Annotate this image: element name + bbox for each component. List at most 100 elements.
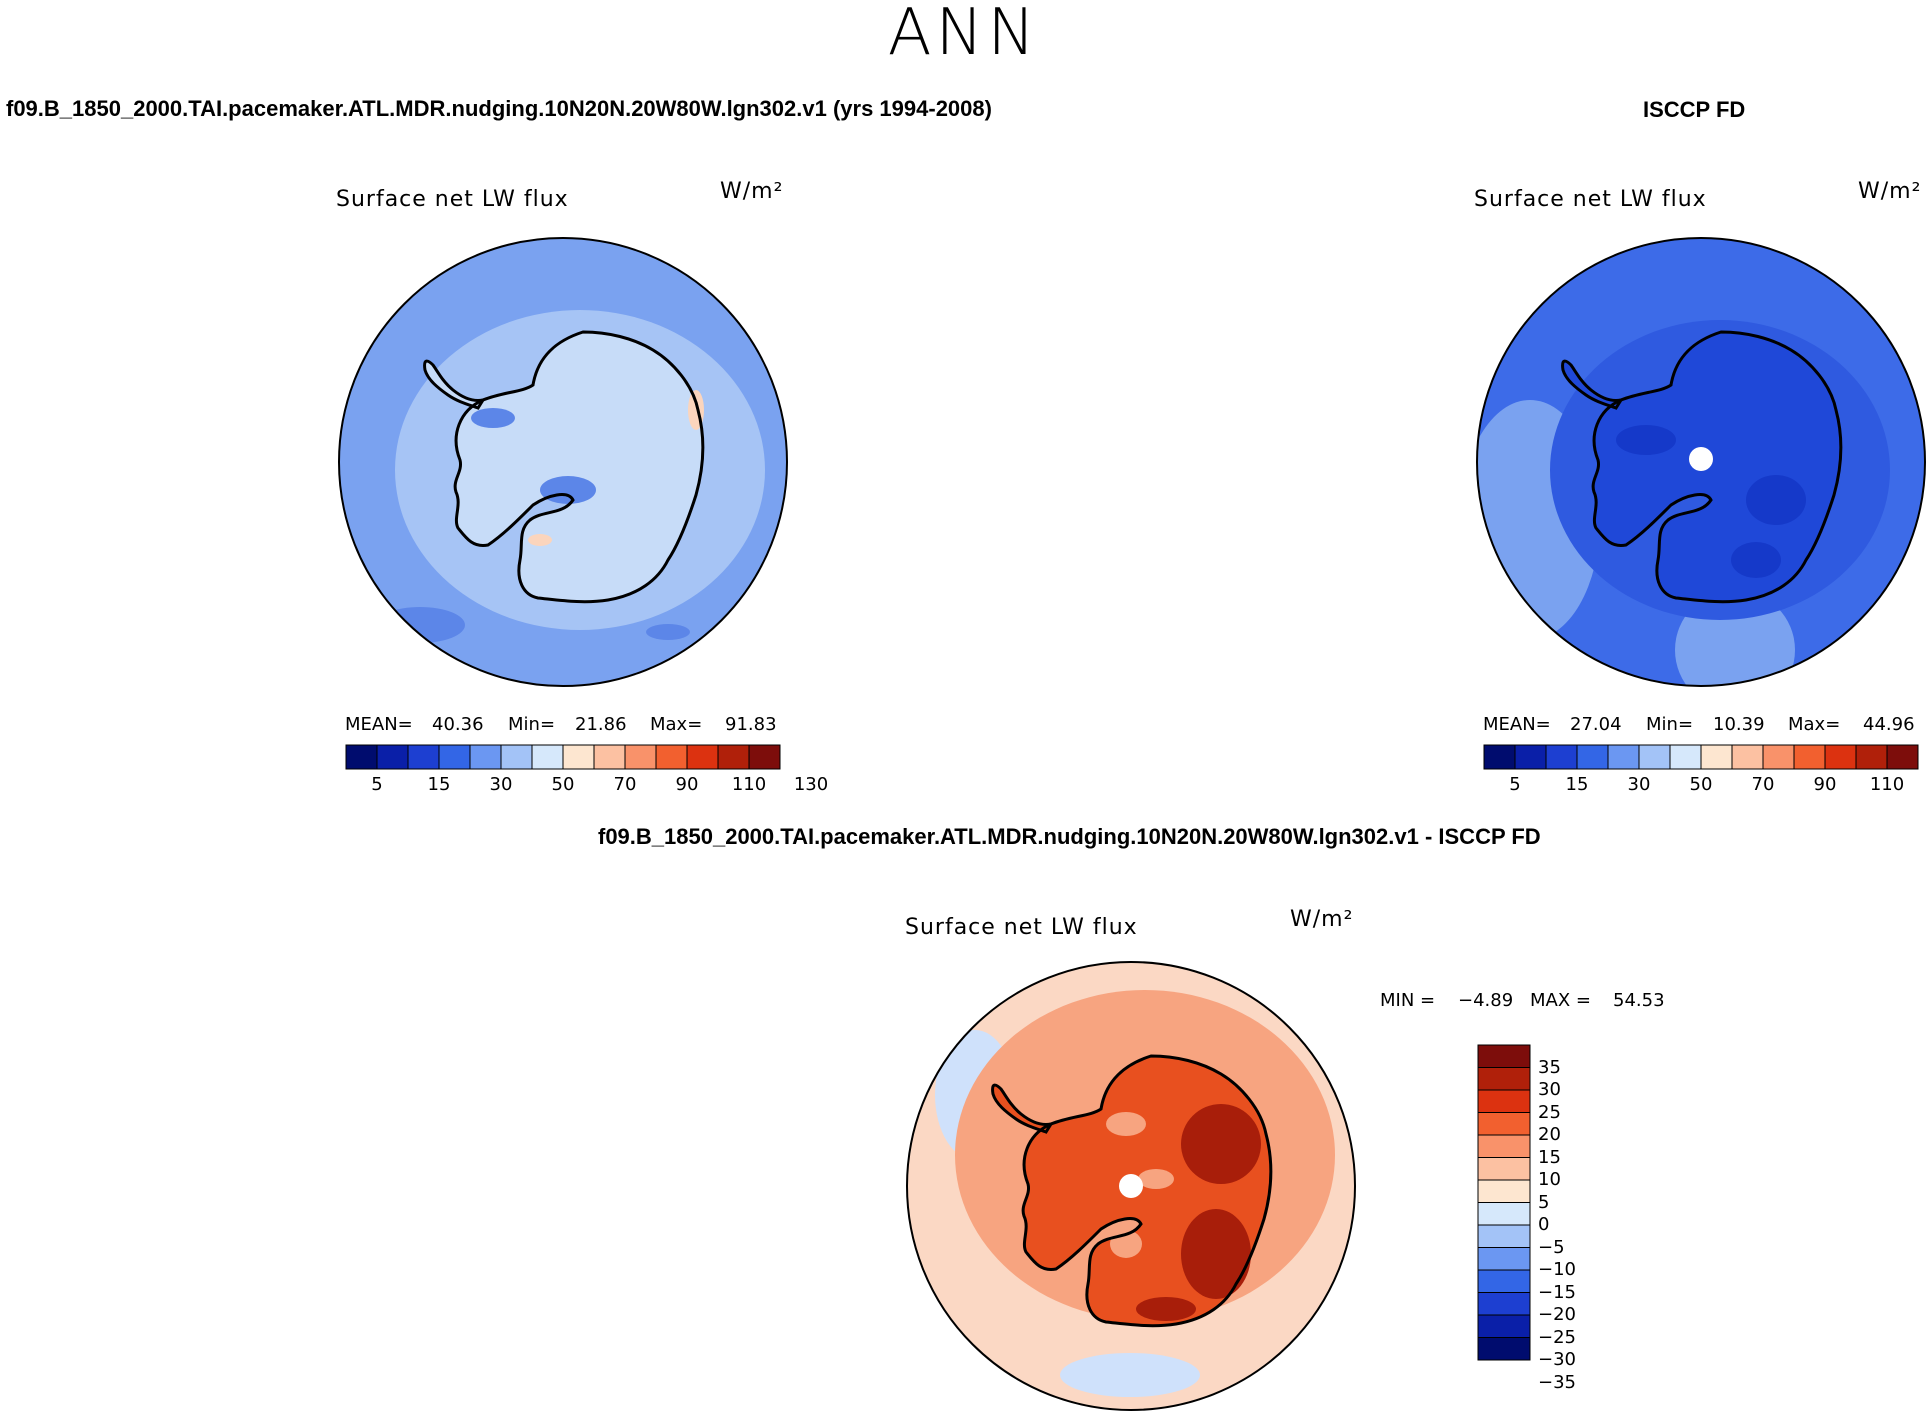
model-colorbar-box <box>500 744 533 770</box>
model-colorbar-box <box>748 744 781 770</box>
model-colorbar-box <box>624 744 657 770</box>
diff-map-pole-hole <box>1119 1174 1143 1198</box>
obs-colorbar-label: 70 <box>1751 774 1775 795</box>
model-colorbar-label: 15 <box>427 774 451 795</box>
diff-colorbar-label: 15 <box>1538 1146 1561 1168</box>
obs-map-pole-hole <box>1689 447 1713 471</box>
diff-colorbar-box <box>1477 1224 1531 1248</box>
obs-colorbar-box <box>1483 744 1516 770</box>
obs-mean-label: MEAN= <box>1483 714 1551 735</box>
obs-colorbar-label: 90 <box>1813 774 1837 795</box>
diff-map-light-patch <box>1106 1112 1146 1136</box>
model-colorbar-box <box>593 744 626 770</box>
diff-max-value: 54.53 <box>1613 990 1665 1011</box>
diff-colorbar-label: −35 <box>1538 1371 1576 1393</box>
obs-colorbar-box <box>1607 744 1640 770</box>
diff-colorbar-label: 0 <box>1538 1214 1550 1235</box>
model-colorbar-box <box>717 744 750 770</box>
model-colorbar-box <box>345 744 378 770</box>
diff-map-strong-patch <box>1181 1104 1261 1184</box>
obs-colorbar-label: 30 <box>1627 774 1651 795</box>
diff-colorbar-box <box>1477 1292 1531 1316</box>
diff-map-light-patch <box>1138 1169 1174 1189</box>
obs-map-patch <box>1746 475 1806 525</box>
diff-colorbar-label: −30 <box>1538 1349 1576 1370</box>
diff-colorbar-label: 20 <box>1538 1124 1561 1145</box>
obs-colorbar-box <box>1824 744 1857 770</box>
diff-colorbar-label: −5 <box>1538 1236 1565 1258</box>
model-max-label: Max= <box>650 714 703 735</box>
obs-colorbar-label: 50 <box>1689 774 1713 795</box>
diff-colorbar-label: 5 <box>1538 1191 1550 1213</box>
diff-colorbar-label: −15 <box>1538 1281 1576 1303</box>
obs-colorbar-box <box>1576 744 1609 770</box>
obs-colorbar-box <box>1855 744 1888 770</box>
diff-colorbar-box <box>1477 1247 1531 1271</box>
obs-max-label: Max= <box>1788 714 1841 735</box>
obs-colorbar-box <box>1762 744 1795 770</box>
obs-colorbar-label: 5 <box>1509 774 1521 795</box>
diff-colorbar-box <box>1477 1314 1531 1338</box>
obs-min-value: 10.39 <box>1713 714 1765 735</box>
obs-plot-title: Surface net LW flux <box>1474 187 1707 212</box>
diff-plot-title: Surface net LW flux <box>905 915 1138 940</box>
obs-colorbar-label: 110 <box>1869 774 1905 795</box>
obs-mean-value: 27.04 <box>1570 714 1622 735</box>
model-case-title: f09.B_1850_2000.TAI.pacemaker.ATL.MDR.nu… <box>6 96 992 121</box>
obs-colorbar-box <box>1514 744 1547 770</box>
model-colorbar-box <box>655 744 688 770</box>
diff-map-strong-patch <box>1136 1297 1196 1321</box>
diff-colorbar-box <box>1477 1179 1531 1203</box>
page-title: ANN <box>887 0 1040 70</box>
model-colorbar-box <box>407 744 440 770</box>
diff-colorbar-label: −25 <box>1538 1326 1576 1348</box>
obs-max-value: 44.96 <box>1863 714 1915 735</box>
diff-colorbar-label: 35 <box>1538 1056 1561 1078</box>
diff-min-value: −4.89 <box>1458 990 1514 1011</box>
obs-colorbar-box <box>1731 744 1764 770</box>
model-min-value: 21.86 <box>575 714 627 735</box>
diff-colorbar-box <box>1477 1157 1531 1181</box>
model-map-patch <box>375 607 465 643</box>
model-map-patch <box>646 624 690 640</box>
obs-units: W/m² <box>1858 179 1922 204</box>
model-mean-value: 40.36 <box>432 714 484 735</box>
diff-colorbar-box <box>1477 1112 1531 1136</box>
model-mean-label: MEAN= <box>345 714 413 735</box>
model-colorbar-label: 5 <box>371 774 383 795</box>
model-colorbar-box <box>531 744 564 770</box>
model-colorbar-label: 50 <box>551 774 575 795</box>
diff-case-title: f09.B_1850_2000.TAI.pacemaker.ATL.MDR.nu… <box>598 824 1541 849</box>
obs-map <box>1476 237 1926 687</box>
model-units: W/m² <box>720 179 784 204</box>
diff-colorbar-box <box>1477 1044 1531 1068</box>
model-colorbar-label: 90 <box>675 774 699 795</box>
diff-colorbar-box <box>1477 1067 1531 1091</box>
diff-colorbar-label: 10 <box>1538 1169 1561 1190</box>
diff-map-border <box>906 961 1356 1411</box>
obs-colorbar-box <box>1700 744 1733 770</box>
model-map-patch <box>471 408 515 428</box>
diff-colorbar-box <box>1477 1269 1531 1293</box>
obs-min-label: Min= <box>1646 714 1694 735</box>
diff-max-label: MAX = <box>1530 990 1591 1011</box>
model-min-label: Min= <box>508 714 556 735</box>
diff-colorbar-label: −20 <box>1538 1304 1576 1325</box>
obs-colorbar-box <box>1638 744 1671 770</box>
model-colorbar-box <box>562 744 595 770</box>
obs-map-border <box>1476 237 1926 687</box>
obs-colorbar-box <box>1886 744 1919 770</box>
model-colorbar-label: 110 <box>731 774 767 795</box>
model-map-patch <box>540 476 596 504</box>
model-colorbar-box <box>469 744 502 770</box>
diff-map <box>906 961 1356 1411</box>
model-map <box>338 237 788 687</box>
model-colorbar-box <box>438 744 471 770</box>
model-colorbar-label: 130 <box>793 774 829 795</box>
model-map-border <box>338 237 788 687</box>
model-colorbar-box <box>376 744 409 770</box>
diff-colorbar-box <box>1477 1202 1531 1226</box>
obs-map-patch <box>1731 542 1781 578</box>
diff-map-strong-patch <box>1181 1209 1251 1299</box>
